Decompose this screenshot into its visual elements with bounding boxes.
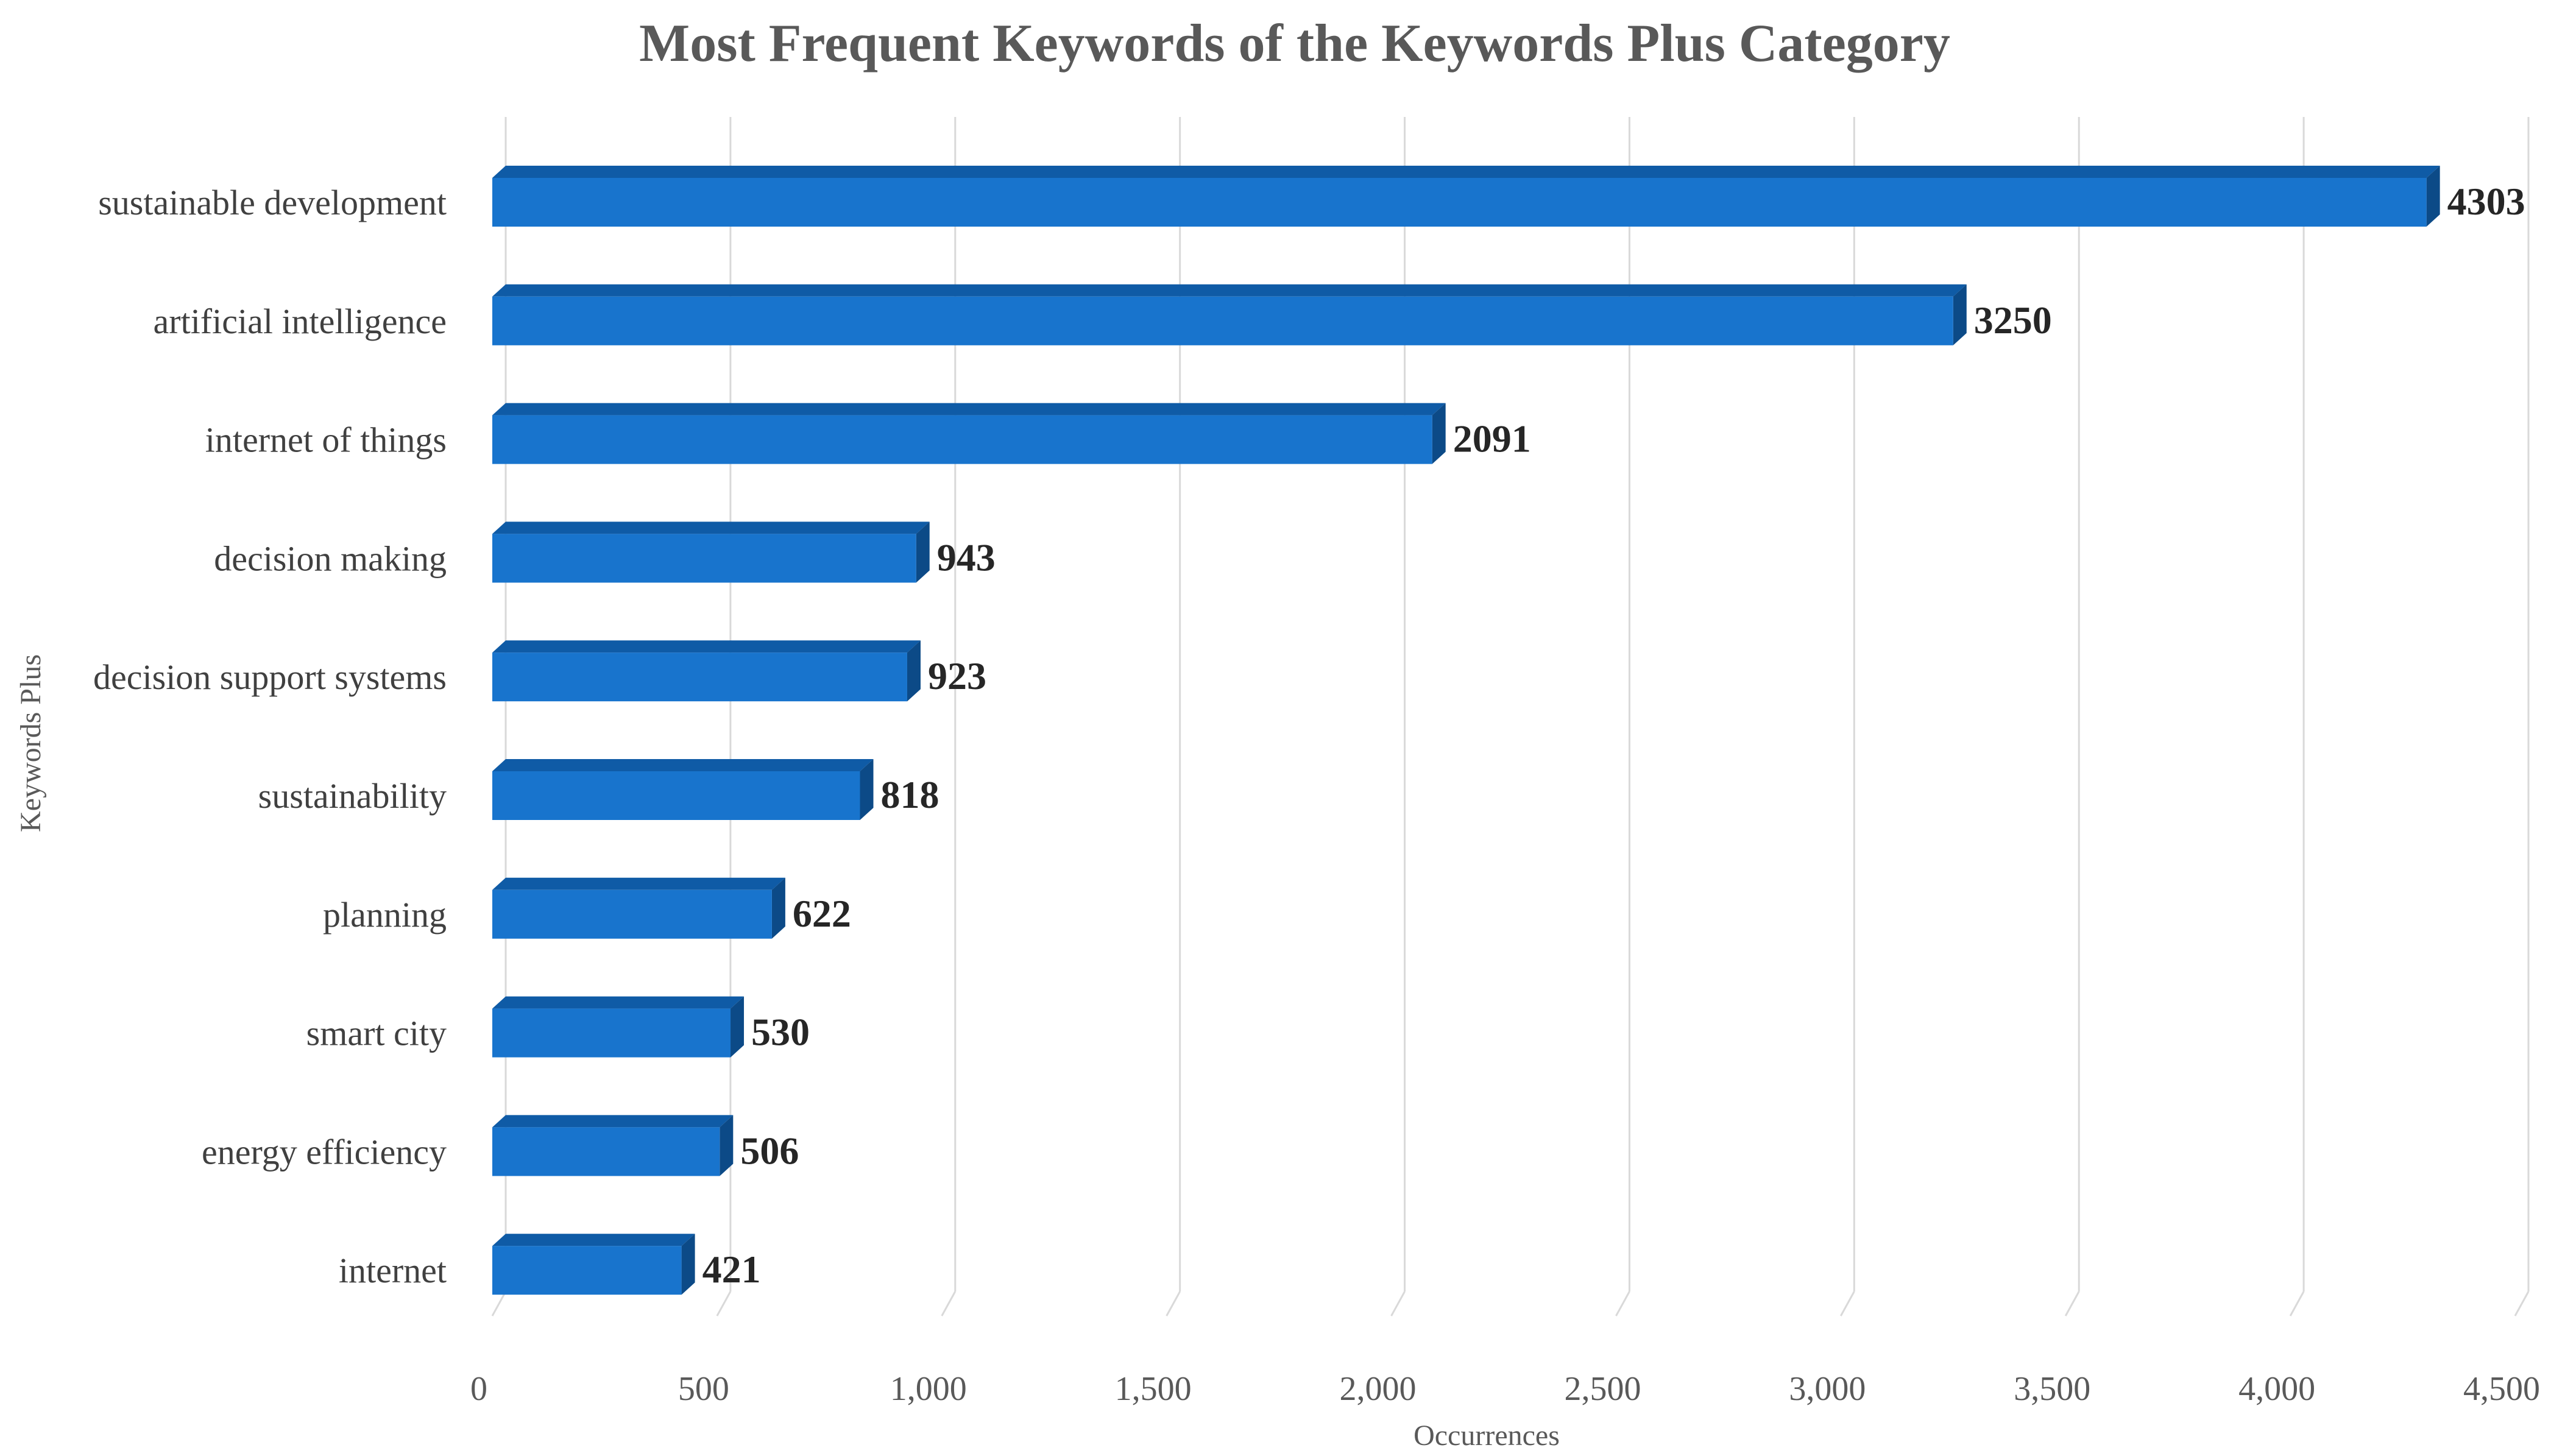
bar [492, 759, 874, 820]
bar [492, 403, 1446, 464]
bar-top-face [492, 521, 930, 534]
bar-front-face [492, 534, 916, 583]
data-label: 3250 [1974, 299, 2052, 342]
x-tick-label: 2,500 [1564, 1370, 1641, 1408]
category-label: smart city [306, 1014, 447, 1053]
bar [492, 521, 930, 583]
data-label: 506 [740, 1129, 799, 1172]
bar-top-face [492, 996, 745, 1009]
gridline-floor [1390, 1291, 1406, 1316]
bar-front-face [492, 296, 1953, 345]
gridline-floor [1166, 1291, 1181, 1316]
gridline-floor [1840, 1291, 1855, 1316]
bar-front-face [492, 1008, 731, 1058]
bar [492, 284, 1967, 345]
x-tick-label: 4,500 [2463, 1370, 2540, 1408]
x-tick-label: 1,000 [890, 1370, 967, 1408]
bar-top-face [492, 1115, 734, 1128]
x-tick-label: 4,000 [2238, 1370, 2315, 1408]
bar-side-face [720, 1115, 734, 1176]
category-label: internet of things [205, 420, 447, 460]
bar [492, 166, 2440, 227]
x-tick-label: 3,000 [1789, 1370, 1866, 1408]
gridline-floor [941, 1291, 957, 1316]
bar-top-face [492, 284, 1967, 297]
bar-side-face [2426, 166, 2440, 227]
bar-front-face [492, 771, 860, 820]
x-tick-label: 2,000 [1340, 1370, 1417, 1408]
bar-side-face [907, 640, 921, 702]
gridline-floor [2514, 1291, 2530, 1316]
data-label: 4303 [2447, 180, 2525, 223]
category-label: internet [339, 1251, 447, 1290]
gridline-floor [716, 1291, 732, 1316]
bar-side-face [1432, 403, 1446, 464]
bar [492, 640, 921, 702]
data-label: 2091 [1453, 417, 1531, 461]
x-axis-label: Occurrences [1413, 1419, 1560, 1452]
bar-top-face [492, 166, 2440, 178]
x-tick-label: 3,500 [2014, 1370, 2090, 1408]
bar-front-face [492, 1127, 720, 1176]
category-label: sustainability [258, 776, 447, 816]
category-label: planning [323, 895, 447, 935]
bar-front-face [492, 415, 1432, 464]
bar-front-face [492, 178, 2427, 227]
bar-top-face [492, 403, 1446, 415]
bar-top-face [492, 1234, 695, 1246]
bar-side-face [860, 759, 874, 820]
category-label: decision making [214, 539, 447, 578]
bar-side-face [916, 521, 930, 583]
x-tick-labels: 0 500 1,000 1,500 2,000 2,500 3,000 3,500 4,000 4… [470, 1370, 2540, 1408]
gridline-floor [1615, 1291, 1630, 1316]
category-labels: sustainable development artificial intell… [93, 183, 447, 1290]
bar-side-face [681, 1234, 695, 1295]
bar [492, 1115, 734, 1176]
bar-front-face [492, 1246, 682, 1295]
data-label: 943 [937, 535, 996, 579]
x-tick-label: 1,500 [1115, 1370, 1192, 1408]
bar-top-face [492, 640, 921, 653]
bar-top-face [492, 877, 785, 890]
bar-top-face [492, 759, 874, 771]
data-labels: 4303 3250 2091 943 923 818 622 530 506 421 [702, 180, 2525, 1291]
category-label: decision support systems [93, 657, 447, 697]
category-label: sustainable development [98, 183, 447, 222]
x-tick-label: 0 [470, 1370, 487, 1408]
bar-side-face [771, 877, 785, 939]
chart-title: Most Frequent Keywords of the Keywords P… [639, 14, 1950, 73]
bar-side-face [731, 996, 745, 1058]
bar [492, 996, 745, 1058]
data-label: 530 [751, 1011, 810, 1054]
gridline-floor [2064, 1291, 2080, 1316]
data-label: 421 [702, 1248, 761, 1291]
bar-front-face [492, 889, 772, 939]
x-tick-label: 500 [678, 1370, 729, 1408]
bars [492, 166, 2440, 1295]
bar [492, 877, 785, 939]
category-label: artificial intelligence [154, 302, 447, 341]
bar-front-face [492, 652, 907, 702]
data-label: 818 [881, 773, 939, 816]
gridline-floor [491, 1291, 507, 1316]
category-label: energy efficiency [202, 1132, 447, 1172]
data-label: 622 [793, 892, 851, 935]
gridline-floor [2289, 1291, 2305, 1316]
data-label: 923 [928, 654, 986, 698]
bar-side-face [1953, 284, 1967, 345]
y-axis-label: Keywords Plus [15, 654, 47, 832]
bar [492, 1234, 695, 1295]
